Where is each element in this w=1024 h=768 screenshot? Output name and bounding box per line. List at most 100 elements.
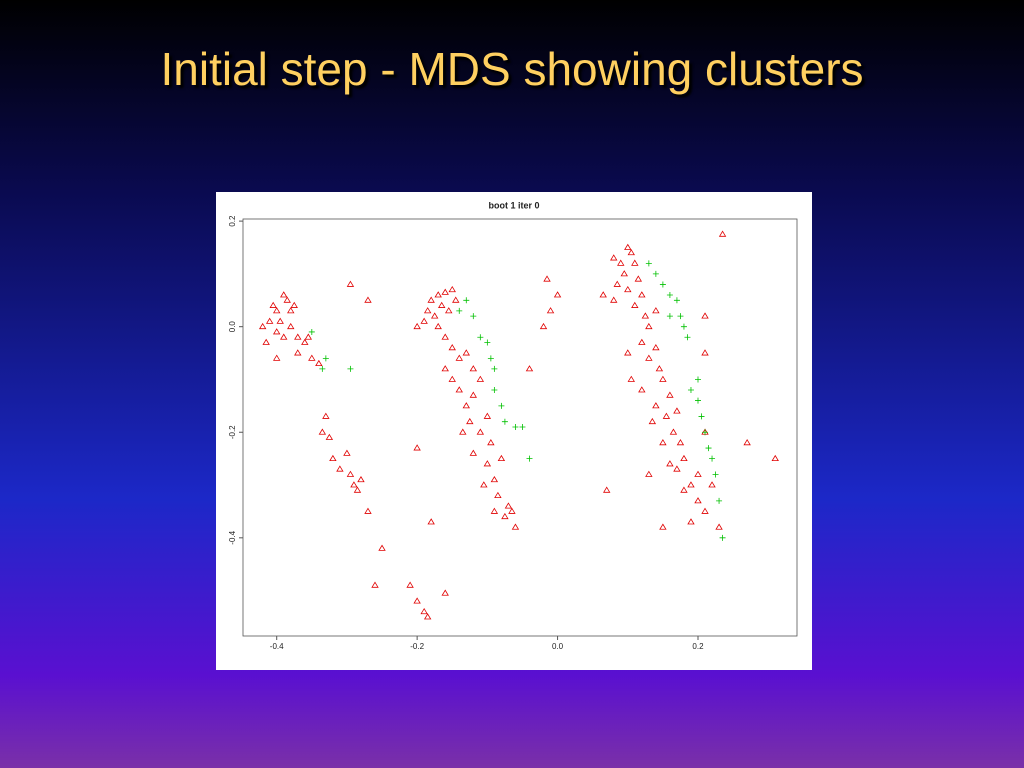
point: [487, 355, 494, 362]
point: [673, 297, 680, 304]
point: [477, 334, 484, 341]
point: [624, 349, 632, 356]
point: [371, 581, 379, 588]
point: [476, 375, 485, 382]
point: [610, 296, 618, 303]
point: [329, 454, 337, 462]
point: [265, 317, 274, 324]
point: [262, 338, 270, 345]
point: [441, 288, 449, 295]
point: [498, 402, 505, 409]
point: [539, 322, 548, 330]
point: [694, 497, 702, 504]
point: [322, 412, 330, 419]
point: [469, 391, 478, 398]
point: [702, 429, 709, 436]
point: [673, 407, 681, 414]
point: [705, 445, 712, 452]
point: [483, 460, 492, 467]
point: [677, 313, 684, 320]
point: [676, 439, 685, 446]
point: [715, 523, 723, 530]
point: [491, 387, 498, 394]
chart-background: [216, 192, 812, 670]
point: [325, 433, 334, 440]
point: [276, 317, 284, 324]
point: [491, 365, 498, 372]
point: [687, 387, 694, 394]
point: [631, 301, 639, 308]
point: [272, 307, 281, 314]
point: [308, 328, 315, 335]
point: [652, 307, 660, 314]
point: [469, 365, 478, 372]
y-tick-label: -0.2: [228, 425, 237, 439]
point: [294, 333, 302, 340]
point: [624, 243, 632, 250]
point: [448, 344, 456, 351]
point: [659, 281, 666, 288]
point: [610, 254, 618, 261]
point: [617, 259, 625, 266]
point: [287, 307, 295, 314]
point: [645, 260, 652, 267]
point: [480, 481, 488, 488]
point: [662, 412, 671, 419]
point: [519, 423, 526, 430]
point: [712, 471, 719, 478]
y-tick-label: 0.0: [228, 321, 237, 333]
point: [427, 296, 435, 303]
point: [666, 313, 673, 320]
point: [462, 402, 470, 409]
point: [652, 270, 659, 277]
point: [694, 376, 701, 383]
point: [283, 296, 291, 303]
y-tick-label: -0.4: [228, 530, 237, 544]
point: [709, 455, 716, 462]
point: [269, 301, 277, 308]
point: [455, 386, 463, 393]
point: [353, 486, 362, 493]
point: [455, 354, 463, 361]
point: [346, 470, 355, 477]
point: [347, 365, 354, 372]
point: [701, 349, 709, 356]
point: [620, 270, 628, 277]
point: [504, 502, 513, 509]
point: [652, 402, 660, 409]
point: [413, 597, 421, 604]
chart: boot 1 iter 0 -0.4 -0.2 0.0 0.2 0.2 0.0 -0.2 -0…: [216, 192, 812, 670]
point: [319, 365, 326, 372]
point: [448, 285, 456, 293]
point: [718, 230, 727, 237]
point: [318, 428, 327, 435]
point: [280, 291, 288, 298]
point: [434, 322, 442, 330]
point: [719, 534, 726, 541]
plot-frame: [242, 218, 798, 637]
point: [673, 465, 681, 472]
point: [378, 544, 386, 551]
point: [469, 449, 478, 456]
point: [666, 391, 674, 398]
point: [476, 428, 485, 435]
point: [290, 301, 298, 308]
point: [490, 507, 499, 514]
point: [501, 512, 509, 520]
point: [687, 481, 695, 488]
point: [659, 439, 667, 446]
point: [322, 355, 329, 362]
point: [652, 344, 660, 351]
point: [448, 375, 456, 382]
point: [463, 297, 470, 304]
point: [638, 386, 646, 393]
point: [294, 349, 302, 356]
point: [420, 607, 428, 615]
point: [694, 397, 701, 404]
point: [525, 365, 534, 372]
point: [452, 296, 460, 303]
x-tick-label: -0.2: [410, 642, 424, 651]
point: [645, 470, 653, 477]
point: [423, 307, 432, 314]
point: [315, 359, 323, 367]
